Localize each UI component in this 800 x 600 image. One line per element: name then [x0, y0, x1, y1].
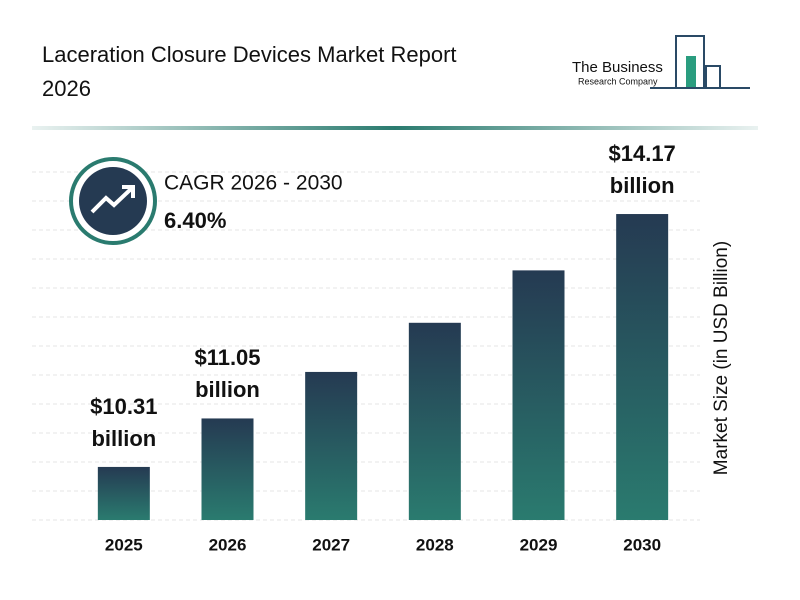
logo-text: Research Company: [578, 76, 658, 86]
logo: The Business Research Company: [572, 35, 750, 89]
divider: [32, 126, 758, 130]
title-year: 2026: [42, 76, 91, 101]
x-tick-label: 2026: [209, 535, 247, 554]
x-tick-label: 2029: [520, 535, 558, 554]
value-label: $11.05 billion: [194, 345, 261, 403]
value-label-box: $14.17 billion: [608, 141, 676, 199]
bar: [97, 466, 150, 520]
value-label-box: $11.05 billion: [194, 345, 261, 403]
cagr-label: CAGR 2026 - 2030: [164, 172, 343, 195]
x-tick-label: 2027: [312, 535, 350, 554]
value-label-box: $10.31 billion: [90, 393, 158, 451]
bar: [512, 270, 565, 520]
bar: [408, 322, 461, 520]
value-label: $10.31 billion: [90, 393, 158, 451]
cagr-badge: CAGR 2026 - 2030 6.40%: [69, 157, 343, 245]
title: Laceration Closure Devices Market Report: [42, 42, 457, 67]
bar: [616, 214, 669, 520]
bar: [201, 418, 254, 520]
value-label: $14.17 billion: [608, 141, 676, 199]
x-tick-label: 2025: [105, 535, 143, 554]
x-tick-label: 2028: [416, 535, 454, 554]
cagr-value: 6.40%: [164, 208, 226, 233]
x-tick-label: 2030: [623, 535, 661, 554]
bar: [305, 371, 358, 520]
y-axis-label: Market Size (in USD Billion): [711, 241, 732, 475]
logo-text: The Business: [572, 59, 663, 76]
